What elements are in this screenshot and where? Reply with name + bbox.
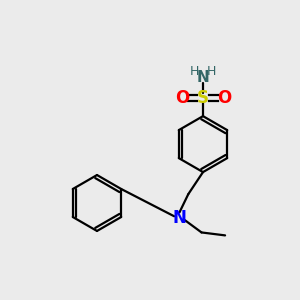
- Text: N: N: [196, 70, 209, 85]
- Text: O: O: [217, 89, 231, 107]
- Text: N: N: [172, 209, 186, 227]
- Text: H: H: [207, 65, 217, 79]
- Text: S: S: [197, 89, 209, 107]
- Text: O: O: [175, 89, 189, 107]
- Text: H: H: [190, 65, 199, 79]
